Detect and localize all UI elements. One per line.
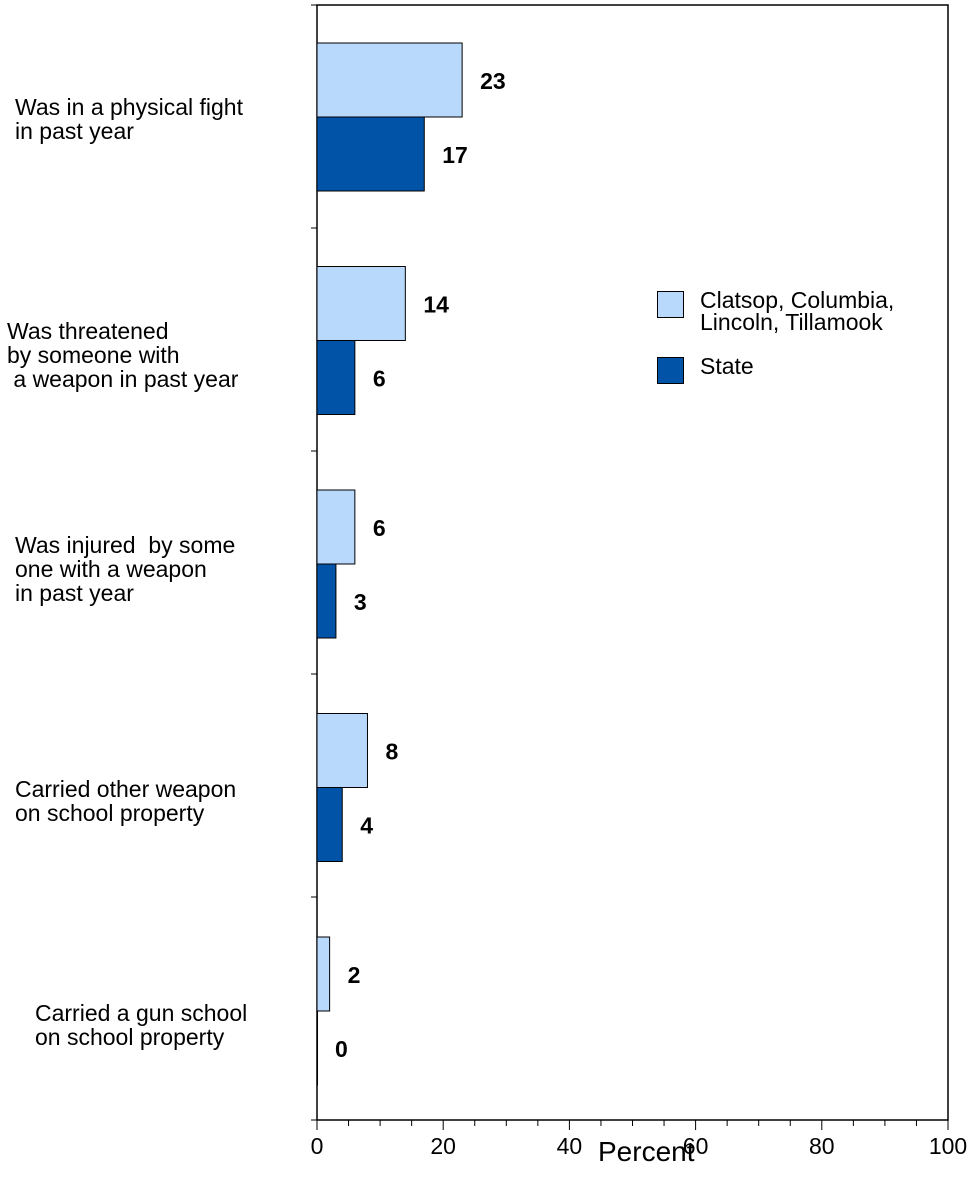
bar-s1-c0 (316, 116, 425, 192)
bar-s0-c1 (316, 266, 406, 341)
data-label-s0-c0: 23 (480, 68, 506, 94)
data-label-s1-c1: 6 (373, 366, 386, 392)
legend-item-0: Clatsop, Columbia, Lincoln, Tillamook (657, 287, 895, 335)
legend-swatch (657, 291, 684, 318)
legend-item-1: State (657, 355, 754, 384)
bar-s0-c3 (316, 713, 368, 788)
x-tick-label: 60 (683, 1133, 709, 1159)
bar-s1-c2 (316, 563, 337, 639)
category-label-2: Was injured by some one with a weapon in… (15, 532, 236, 606)
data-label-s0-c1: 14 (423, 292, 449, 318)
legend-swatch (657, 357, 684, 384)
bar-s0-c4 (316, 936, 331, 1012)
category-label-3: Carried other weapon on school property (15, 776, 237, 826)
category-label-4: Carried a gun school on school property (35, 1000, 248, 1050)
x-tick-label: 20 (430, 1133, 456, 1159)
legend-label: State (700, 353, 754, 379)
x-tick-label: 0 (311, 1133, 324, 1159)
data-label-s1-c0: 17 (442, 142, 468, 168)
bar-s1-c3 (316, 787, 343, 862)
x-tick-label: 100 (929, 1133, 967, 1159)
bar-s0-c2 (316, 489, 356, 565)
legend-label: Clatsop, Columbia, Lincoln, Tillamook (700, 287, 895, 335)
data-label-s0-c3: 8 (385, 739, 398, 765)
data-label-s1-c4: 0 (335, 1036, 348, 1062)
category-label-0: Was in a physical fight in past year (15, 94, 243, 144)
x-tick-label: 40 (557, 1133, 583, 1159)
data-label-s1-c2: 3 (354, 589, 367, 615)
category-label-1: Was threatened by someone with a weapon … (7, 318, 239, 392)
bar-s1-c1 (316, 340, 356, 415)
data-label-s0-c2: 6 (373, 515, 386, 541)
bar-s0-c0 (316, 42, 463, 118)
data-label-s1-c3: 4 (360, 813, 373, 839)
data-label-s0-c4: 2 (348, 962, 361, 988)
bar-s1-c4 (316, 1010, 318, 1086)
x-tick-label: 80 (809, 1133, 835, 1159)
x-axis-title: Percent (598, 1136, 695, 1167)
